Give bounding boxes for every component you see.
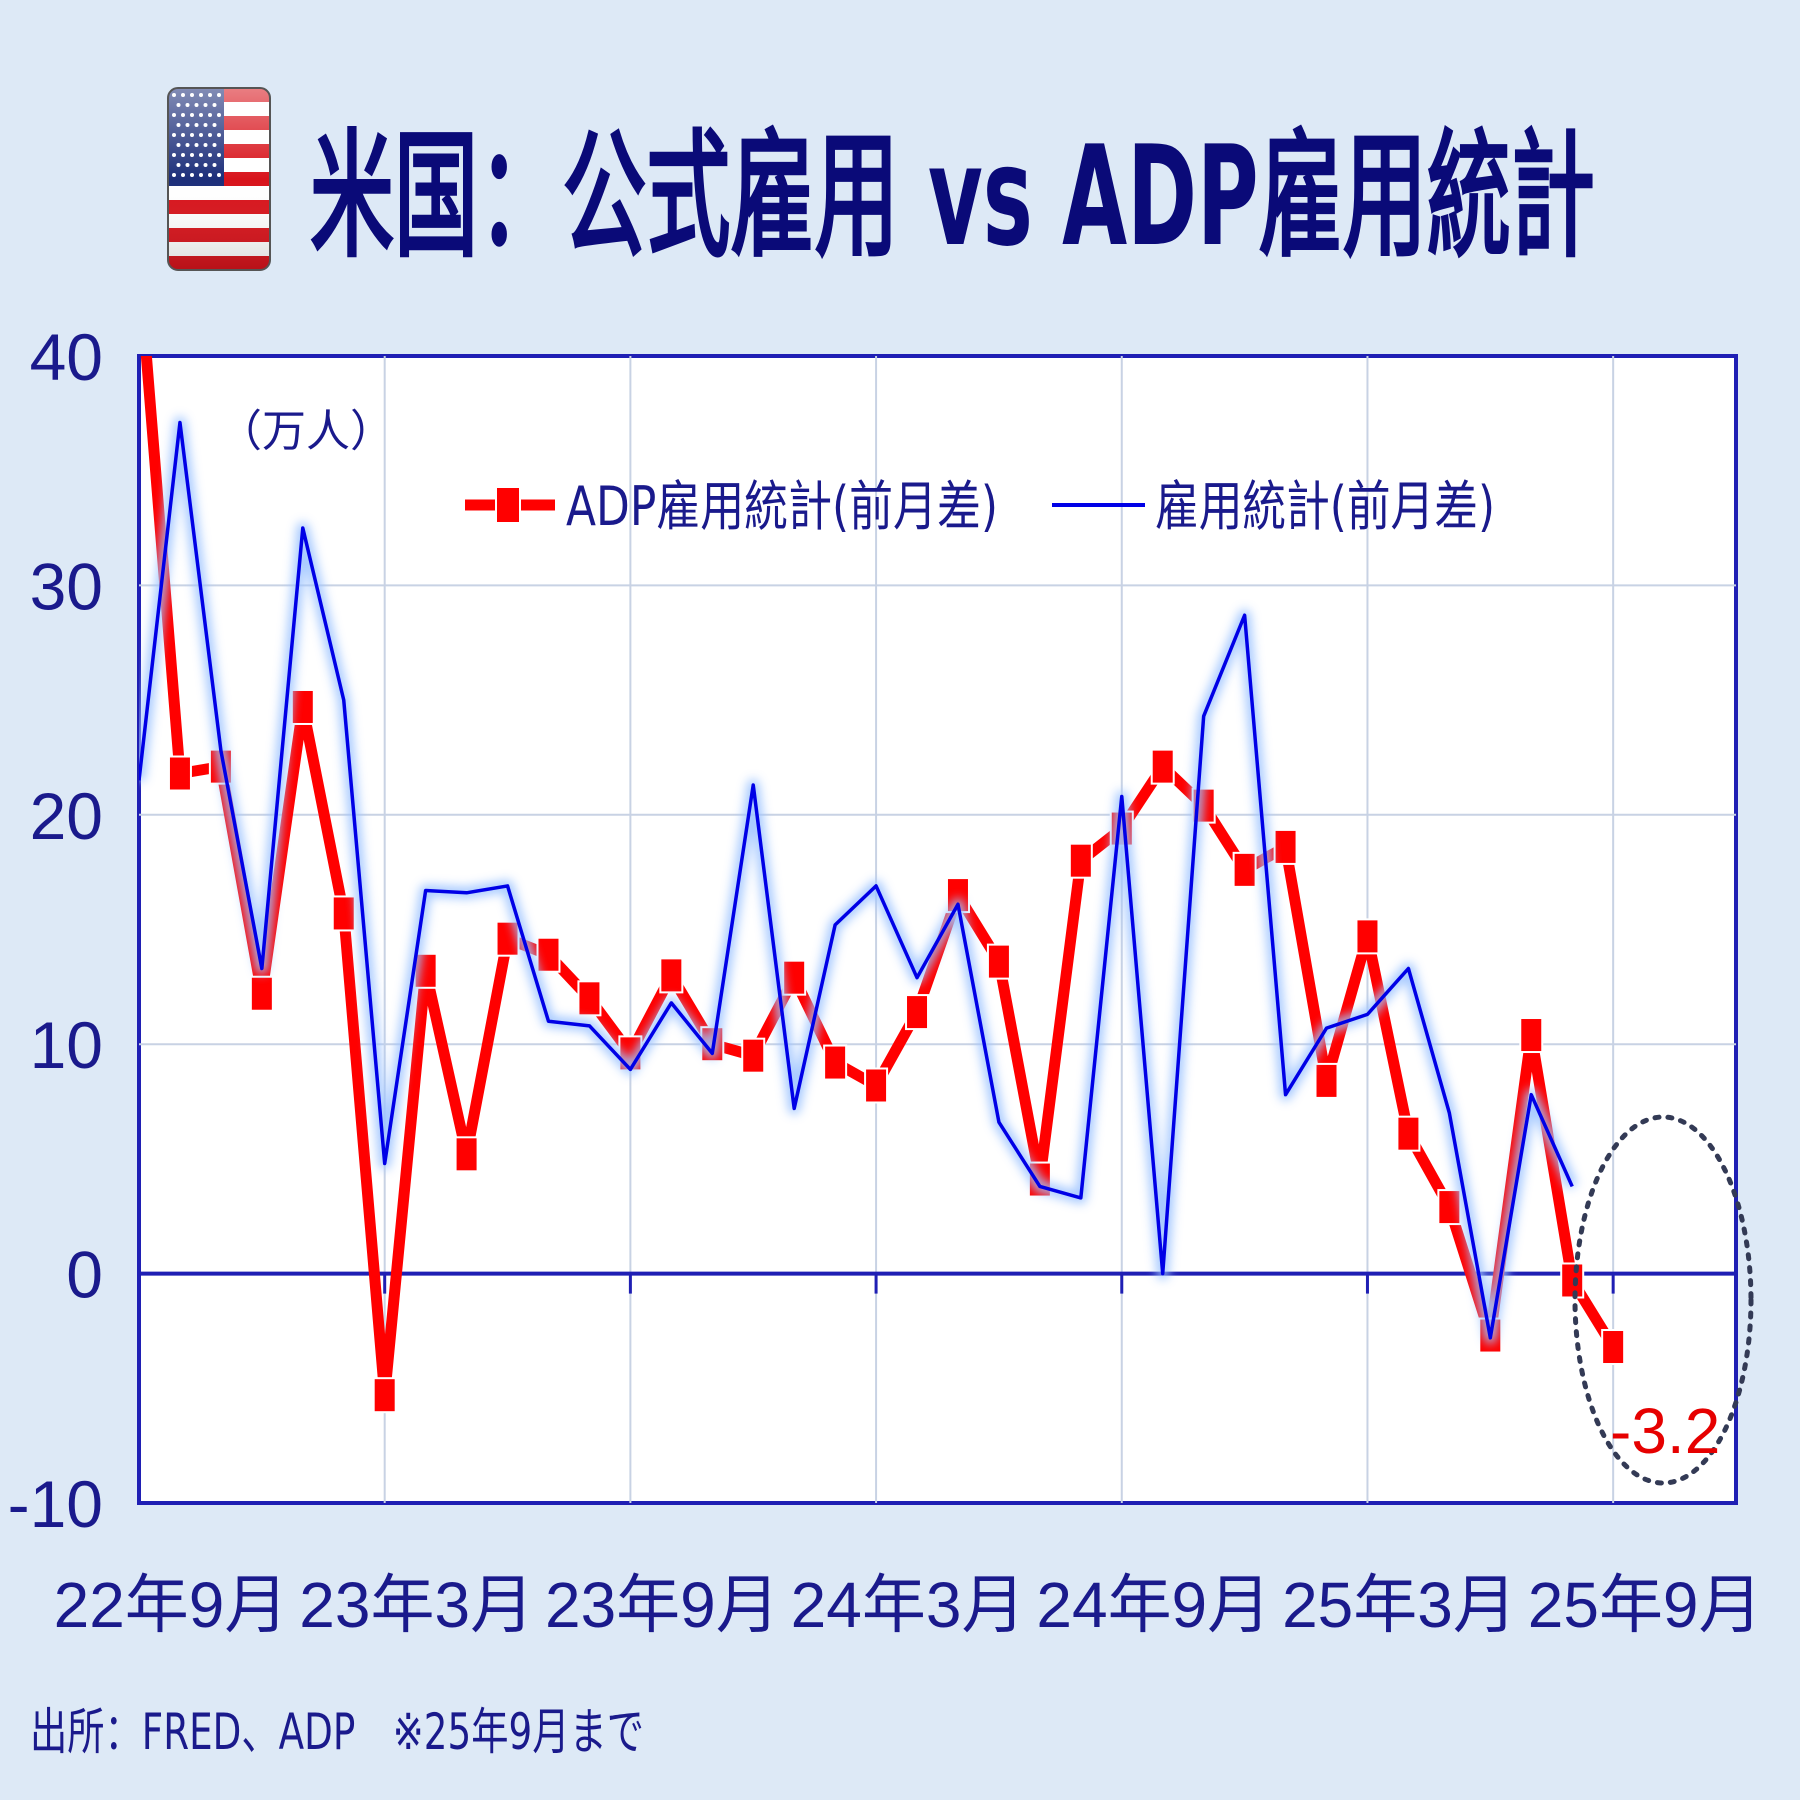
x-tick-label: 24年3月 bbox=[791, 1569, 1026, 1641]
adp-point bbox=[577, 980, 602, 1017]
adp-point bbox=[741, 1037, 766, 1074]
unit-label: （万人） bbox=[218, 406, 394, 457]
x-tick-label: 25年9月 bbox=[1528, 1569, 1763, 1641]
legend-marker-adp bbox=[465, 486, 555, 524]
adp-point bbox=[1560, 1262, 1585, 1299]
adp-point bbox=[249, 975, 274, 1012]
x-tick-label: 23年9月 bbox=[545, 1569, 780, 1641]
y-tick-label: 40 bbox=[30, 320, 103, 394]
legend: ADP雇用統計(前月差) 雇用統計(前月差) bbox=[465, 475, 1495, 538]
x-axis: 22年9月 23年3月 23年9月 24年3月 24年9月 25年3月 25年9月 bbox=[54, 1273, 1763, 1641]
highlight-circle bbox=[1572, 1114, 1754, 1486]
adp-point bbox=[864, 1067, 889, 1104]
chart-title: 米国：公式雇用 vs ADP雇用統計 bbox=[310, 116, 1595, 277]
callout-value: -3.2 bbox=[1610, 1395, 1720, 1467]
adp-point bbox=[782, 959, 807, 996]
legend-label-official: 雇用統計(前月差) bbox=[1155, 475, 1495, 538]
adp-point bbox=[905, 994, 930, 1031]
y-tick-label: 10 bbox=[30, 1008, 103, 1082]
adp-point bbox=[331, 895, 356, 932]
adp-point bbox=[536, 936, 561, 973]
adp-point bbox=[1273, 828, 1298, 865]
y-axis: -10 0 10 20 30 40 bbox=[8, 320, 103, 1541]
adp-point bbox=[823, 1044, 848, 1081]
adp-point bbox=[290, 688, 315, 725]
y-tick-label: -10 bbox=[8, 1467, 103, 1541]
y-tick-label: 20 bbox=[30, 779, 103, 853]
adp-point bbox=[1601, 1329, 1626, 1366]
adp-point bbox=[1355, 918, 1380, 955]
y-tick-label: 0 bbox=[66, 1238, 103, 1312]
series-layer bbox=[128, 247, 1626, 1414]
x-tick-label: 23年3月 bbox=[299, 1569, 534, 1641]
adp-point bbox=[659, 957, 684, 994]
legend-label-adp: ADP雇用統計(前月差) bbox=[566, 475, 998, 538]
adp-point bbox=[1150, 748, 1175, 785]
source-note: 出所：FRED、ADP ※25年9月まで bbox=[30, 1703, 644, 1761]
x-tick-label: 25年3月 bbox=[1282, 1569, 1517, 1641]
y-tick-label: 30 bbox=[30, 549, 103, 623]
x-tick-label: 24年9月 bbox=[1036, 1569, 1271, 1641]
us-flag-icon bbox=[167, 87, 271, 271]
adp-point bbox=[1232, 851, 1257, 888]
adp-point bbox=[1519, 1017, 1544, 1054]
adp-point bbox=[1314, 1062, 1339, 1099]
adp-point bbox=[454, 1136, 479, 1173]
adp-point bbox=[372, 1377, 397, 1414]
x-tick-label: 22年9月 bbox=[54, 1569, 289, 1641]
series-line-official bbox=[139, 420, 1574, 1340]
adp-point bbox=[986, 943, 1011, 980]
adp-point bbox=[1437, 1189, 1462, 1226]
adp-point bbox=[128, 247, 150, 281]
adp-point bbox=[167, 755, 192, 792]
adp-point bbox=[1068, 842, 1093, 879]
adp-point bbox=[1396, 1115, 1421, 1152]
